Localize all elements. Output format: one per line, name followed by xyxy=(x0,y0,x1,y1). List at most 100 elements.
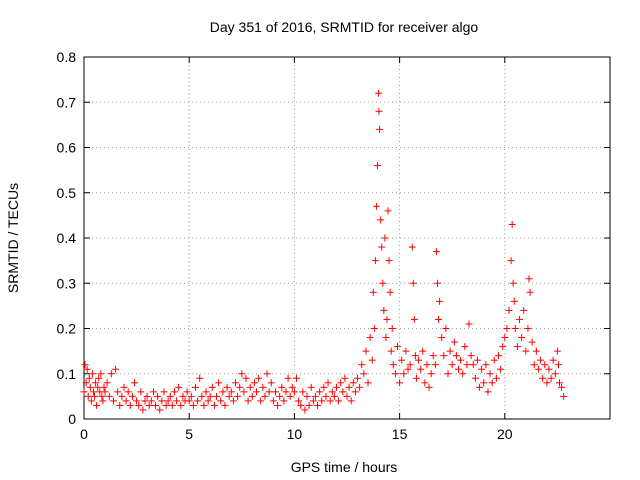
data-point xyxy=(82,379,90,387)
data-point xyxy=(494,352,502,360)
data-point xyxy=(309,397,317,405)
data-point xyxy=(225,392,233,400)
data-point xyxy=(478,365,486,373)
data-point xyxy=(276,392,284,400)
data-point xyxy=(368,356,376,364)
data-point xyxy=(282,388,290,396)
data-point xyxy=(221,401,229,409)
data-point xyxy=(490,356,498,364)
data-point xyxy=(378,243,386,251)
data-point xyxy=(366,334,374,342)
data-point xyxy=(423,361,431,369)
data-point xyxy=(271,388,279,396)
data-point xyxy=(109,397,117,405)
y-tick-label: 0.7 xyxy=(57,94,77,110)
grid-lines xyxy=(84,57,610,419)
data-point xyxy=(505,306,513,314)
data-point xyxy=(238,370,246,378)
data-point xyxy=(522,347,530,355)
data-point xyxy=(549,356,557,364)
data-point xyxy=(162,401,170,409)
data-point xyxy=(81,361,89,369)
data-point xyxy=(299,388,307,396)
data-point xyxy=(213,392,221,400)
data-point xyxy=(410,315,418,323)
data-point xyxy=(85,374,93,382)
data-point xyxy=(435,315,443,323)
y-tick-label: 0 xyxy=(68,411,76,427)
data-point xyxy=(419,347,427,355)
data-point xyxy=(396,379,404,387)
data-point xyxy=(253,388,261,396)
data-point xyxy=(290,388,298,396)
data-point xyxy=(103,379,111,387)
data-point xyxy=(320,383,328,391)
x-tick-label: 10 xyxy=(287,426,303,442)
x-tick-label: 20 xyxy=(497,426,513,442)
data-point xyxy=(118,392,126,400)
data-point xyxy=(335,397,343,405)
data-point xyxy=(398,356,406,364)
data-point xyxy=(375,89,383,97)
data-point xyxy=(450,338,458,346)
data-point xyxy=(95,374,103,382)
data-point xyxy=(457,356,465,364)
data-point xyxy=(480,379,488,387)
data-point xyxy=(543,379,551,387)
data-point xyxy=(177,401,185,409)
data-point xyxy=(145,401,153,409)
data-point xyxy=(202,388,210,396)
data-point xyxy=(105,392,113,400)
data-point xyxy=(248,392,256,400)
data-point xyxy=(295,397,303,405)
data-point xyxy=(421,379,429,387)
data-point xyxy=(385,257,393,265)
data-point xyxy=(528,338,536,346)
x-tick-label: 15 xyxy=(392,426,408,442)
data-point xyxy=(196,374,204,382)
data-point xyxy=(362,347,370,355)
data-point xyxy=(459,370,467,378)
data-point xyxy=(467,352,475,360)
data-point xyxy=(372,202,380,210)
data-point xyxy=(101,388,109,396)
data-point xyxy=(501,334,509,342)
data-point xyxy=(160,388,168,396)
data-point xyxy=(208,383,216,391)
data-point xyxy=(516,315,524,323)
y-tick-label: 0.3 xyxy=(57,275,77,291)
data-point xyxy=(345,383,353,391)
data-point xyxy=(227,388,235,396)
data-point xyxy=(116,401,124,409)
data-point xyxy=(411,352,419,360)
data-point xyxy=(324,379,332,387)
data-point xyxy=(100,383,108,391)
data-point xyxy=(513,343,521,351)
data-point xyxy=(375,107,383,115)
data-point xyxy=(94,383,102,391)
data-point xyxy=(192,383,200,391)
data-point xyxy=(539,374,547,382)
data-point xyxy=(305,401,313,409)
data-point xyxy=(404,365,412,373)
data-point xyxy=(379,279,387,287)
data-point xyxy=(406,361,414,369)
data-point xyxy=(229,397,237,405)
data-point xyxy=(476,383,484,391)
data-point xyxy=(244,397,252,405)
data-point xyxy=(80,388,88,396)
data-point xyxy=(274,401,282,409)
data-point xyxy=(545,365,553,373)
data-point xyxy=(250,379,258,387)
data-point xyxy=(234,392,242,400)
data-point xyxy=(187,392,195,400)
data-point xyxy=(284,374,292,382)
data-point xyxy=(518,334,526,342)
data-point xyxy=(175,383,183,391)
data-point xyxy=(219,388,227,396)
data-point xyxy=(499,343,507,351)
y-tick-labels: 0 0.1 0.2 0.3 0.4 0.5 0.6 0.7 0.8 xyxy=(57,49,77,427)
data-point xyxy=(537,356,545,364)
data-point xyxy=(311,392,319,400)
data-point xyxy=(408,243,416,251)
